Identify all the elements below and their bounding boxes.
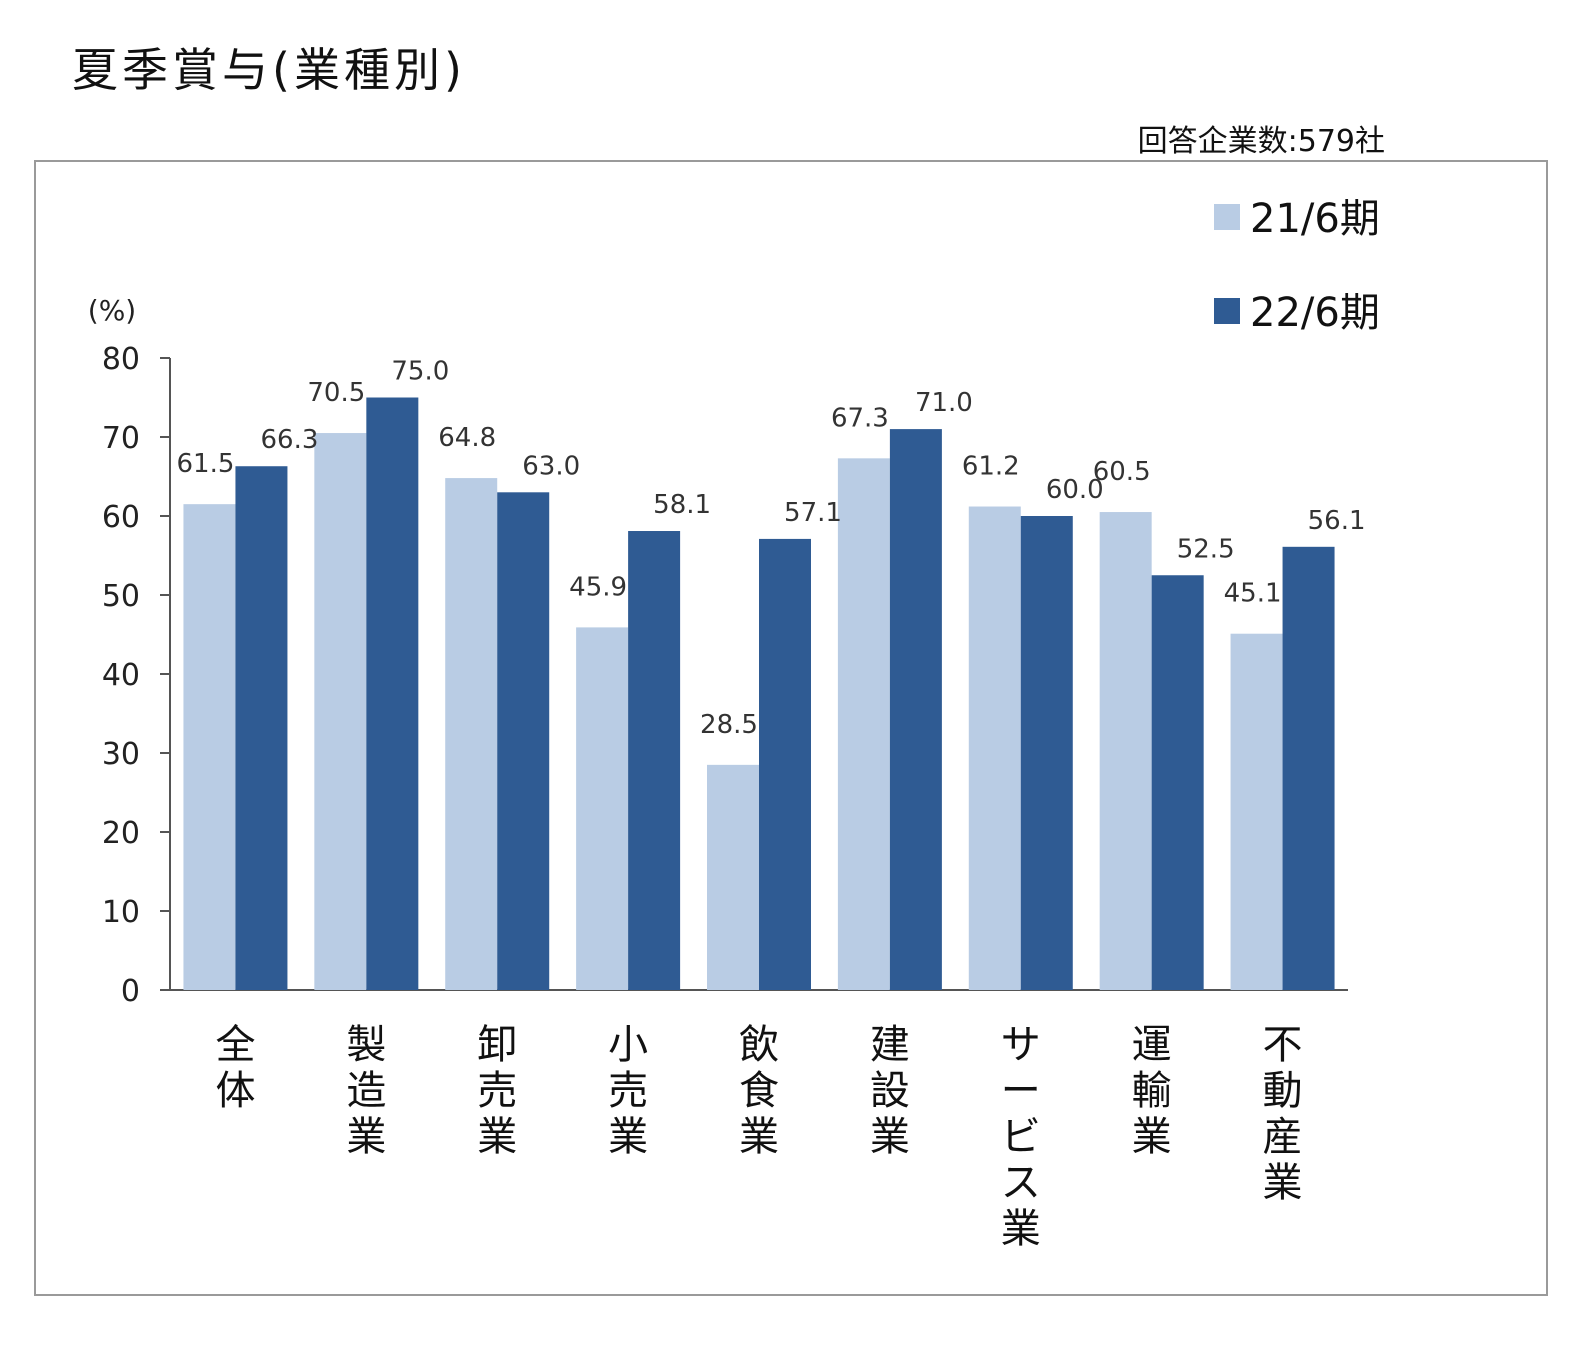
y-tick-label: 10 <box>102 895 140 930</box>
bar-22-6-8 <box>1282 546 1335 990</box>
y-tick-label: 80 <box>102 342 140 377</box>
data-label-22-6: 63.0 <box>522 451 580 481</box>
data-label-22-6: 58.1 <box>653 490 711 520</box>
y-tick-label: 20 <box>102 816 140 851</box>
bar-22-6-0 <box>235 466 288 991</box>
data-label-22-6: 60.0 <box>1046 475 1104 505</box>
data-label-21-6: 60.5 <box>1093 457 1151 487</box>
bar-22-6-4 <box>759 538 811 990</box>
data-label-21-6: 61.5 <box>176 449 234 479</box>
y-tick-label: 30 <box>102 737 140 772</box>
y-axis-label: (%) <box>88 294 136 327</box>
legend-label: 21/6期 <box>1250 196 1380 242</box>
category-label: 製造業 <box>346 1022 386 1160</box>
data-label-21-6: 45.9 <box>569 572 627 602</box>
data-label-22-6: 57.1 <box>784 498 842 528</box>
legend-swatch <box>1214 298 1240 324</box>
legend-label: 22/6期 <box>1250 290 1380 336</box>
data-label-21-6: 28.5 <box>700 710 758 740</box>
category-label: 全体 <box>215 1022 255 1114</box>
category-label: 運輸業 <box>1132 1022 1172 1160</box>
bar-21-6-1 <box>314 433 367 990</box>
category-label: 建設業 <box>870 1022 910 1160</box>
bar-21-6-8 <box>1230 633 1283 990</box>
bar-22-6-2 <box>497 492 550 990</box>
bar-21-6-6 <box>968 506 1021 990</box>
bar-22-6-3 <box>628 531 681 990</box>
bar-21-6-2 <box>445 478 498 990</box>
data-label-22-6: 52.5 <box>1177 534 1235 564</box>
data-label-22-6: 66.3 <box>260 425 318 455</box>
chart-title: 夏季賞与(業種別) <box>72 43 466 97</box>
category-label: 飲食業 <box>739 1022 779 1160</box>
bar-22-6-7 <box>1151 575 1204 990</box>
bar-22-6-5 <box>889 429 942 991</box>
data-label-22-6: 75.0 <box>391 357 449 387</box>
y-tick-label: 0 <box>121 974 140 1009</box>
bar-21-6-5 <box>837 458 890 991</box>
chart-frame <box>34 160 1548 1296</box>
bar-22-6-6 <box>1020 516 1073 990</box>
data-label-21-6: 70.5 <box>307 378 365 408</box>
data-label-21-6: 45.1 <box>1224 579 1282 609</box>
legend-swatch <box>1214 204 1240 230</box>
data-label-21-6: 67.3 <box>831 403 889 433</box>
y-tick-label: 40 <box>102 658 140 693</box>
category-label: 卸売業 <box>477 1022 517 1160</box>
data-label-21-6: 61.2 <box>962 452 1020 482</box>
bar-21-6-7 <box>1099 512 1152 990</box>
data-label-22-6: 71.0 <box>915 388 973 418</box>
data-label-21-6: 64.8 <box>438 423 496 453</box>
respondent-count: 回答企業数:579社 <box>1137 124 1385 159</box>
category-label: サービス業 <box>1001 1022 1041 1252</box>
category-label: 小売業 <box>608 1022 648 1160</box>
bar-21-6-3 <box>576 627 629 990</box>
bar-21-6-0 <box>183 504 236 990</box>
y-tick-label: 60 <box>102 500 140 535</box>
y-tick-label: 50 <box>102 579 140 614</box>
data-label-22-6: 56.1 <box>1308 506 1366 536</box>
bar-22-6-1 <box>366 397 419 990</box>
y-tick-label: 70 <box>102 421 140 456</box>
bar-21-6-4 <box>707 764 759 990</box>
category-label: 不動産業 <box>1263 1022 1303 1206</box>
